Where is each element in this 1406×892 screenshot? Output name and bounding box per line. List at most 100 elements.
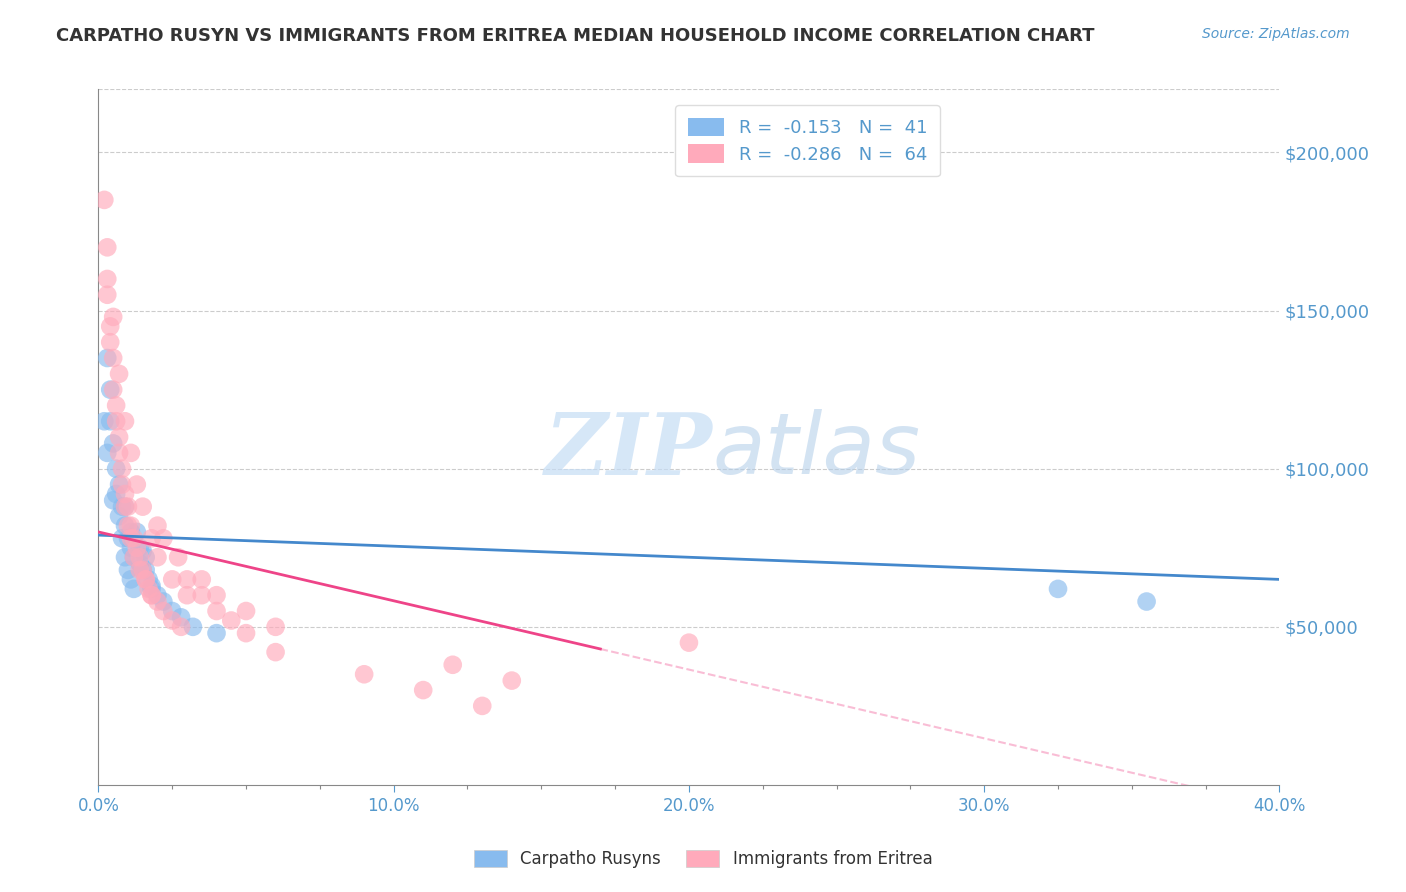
Point [117, 531, 139, 545]
Point [138, 582, 160, 596]
Point [205, 604, 228, 618]
Point [125, 524, 148, 539]
Point [205, 626, 228, 640]
Point [122, 550, 145, 565]
Point [98, 335, 121, 350]
Point [162, 604, 183, 618]
Point [98, 414, 121, 428]
Point [96, 287, 118, 301]
Point [141, 531, 163, 545]
Point [235, 626, 257, 640]
Point [105, 399, 128, 413]
Point [1046, 582, 1069, 596]
Point [441, 657, 464, 672]
Point [103, 383, 125, 397]
Point [138, 573, 160, 587]
Point [120, 524, 142, 539]
Point [114, 500, 136, 514]
Point [122, 582, 145, 596]
Point [146, 550, 169, 565]
Point [117, 563, 139, 577]
Point [122, 550, 145, 565]
Point [93, 414, 115, 428]
Point [117, 518, 139, 533]
Point [108, 430, 131, 444]
Point [152, 604, 174, 618]
Point [114, 550, 136, 565]
Point [96, 240, 118, 254]
Point [96, 351, 118, 365]
Point [120, 541, 142, 555]
Point [146, 594, 169, 608]
Point [205, 588, 228, 602]
Point [264, 645, 287, 659]
Point [353, 667, 375, 681]
Point [235, 604, 257, 618]
Point [135, 563, 157, 577]
Point [170, 610, 193, 624]
Point [103, 493, 125, 508]
Point [132, 563, 155, 577]
Point [111, 477, 134, 491]
Legend: Carpatho Rusyns, Immigrants from Eritrea: Carpatho Rusyns, Immigrants from Eritrea [467, 843, 939, 875]
Point [181, 620, 204, 634]
Legend: R =  -0.153   N =  41, R =  -0.286   N =  64: R = -0.153 N = 41, R = -0.286 N = 64 [675, 105, 939, 177]
Point [105, 461, 128, 475]
Point [125, 541, 148, 555]
Point [103, 351, 125, 365]
Point [501, 673, 523, 688]
Point [412, 683, 434, 698]
Point [191, 573, 214, 587]
Point [135, 573, 157, 587]
Point [132, 563, 155, 577]
Point [120, 531, 142, 545]
Point [162, 573, 183, 587]
Point [135, 573, 157, 587]
Point [471, 698, 494, 713]
Point [108, 477, 131, 491]
Point [678, 635, 700, 649]
Point [120, 573, 142, 587]
Point [120, 446, 142, 460]
Point [162, 614, 183, 628]
Point [170, 620, 193, 634]
Text: ZIP: ZIP [544, 409, 713, 492]
Point [167, 550, 190, 565]
Point [103, 310, 125, 324]
Point [98, 319, 121, 334]
Point [176, 573, 198, 587]
Point [128, 563, 150, 577]
Point [146, 588, 169, 602]
Point [108, 367, 131, 381]
Text: CARPATHO RUSYN VS IMMIGRANTS FROM ERITREA MEDIAN HOUSEHOLD INCOME CORRELATION CH: CARPATHO RUSYN VS IMMIGRANTS FROM ERITRE… [56, 27, 1095, 45]
Point [105, 414, 128, 428]
Point [122, 531, 145, 545]
Point [96, 272, 118, 286]
Point [125, 477, 148, 491]
Point [141, 579, 163, 593]
Point [111, 500, 134, 514]
Point [152, 531, 174, 545]
Point [114, 500, 136, 514]
Point [128, 541, 150, 555]
Point [96, 446, 118, 460]
Point [132, 500, 155, 514]
Point [114, 518, 136, 533]
Point [1135, 594, 1157, 608]
Point [114, 487, 136, 501]
Point [141, 588, 163, 602]
Point [152, 594, 174, 608]
Point [111, 461, 134, 475]
Point [117, 500, 139, 514]
Point [264, 620, 287, 634]
Point [128, 550, 150, 565]
Point [219, 614, 242, 628]
Point [98, 383, 121, 397]
Point [108, 509, 131, 524]
Point [105, 487, 128, 501]
Text: Source: ZipAtlas.com: Source: ZipAtlas.com [1202, 27, 1350, 41]
Point [191, 588, 214, 602]
Point [146, 518, 169, 533]
Point [141, 582, 163, 596]
Point [128, 557, 150, 571]
